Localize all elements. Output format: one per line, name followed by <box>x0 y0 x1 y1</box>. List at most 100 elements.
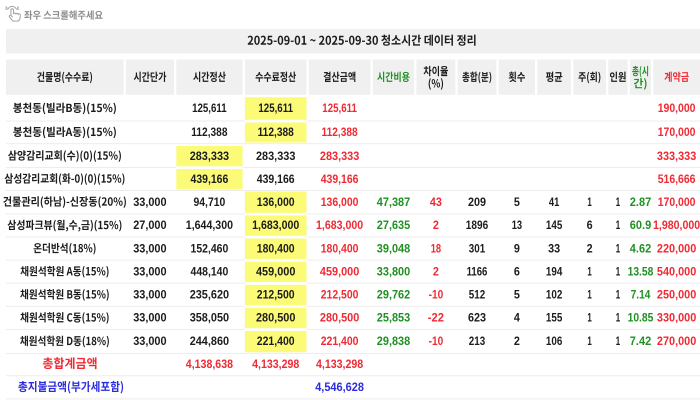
svg-text:27,000: 27,000 <box>133 219 166 232</box>
svg-text:2: 2 <box>587 242 593 255</box>
svg-text:9: 9 <box>514 242 521 255</box>
svg-text:112,388: 112,388 <box>322 126 359 139</box>
svg-text:180,400: 180,400 <box>257 242 295 255</box>
svg-text:5: 5 <box>514 289 521 302</box>
svg-text:250,000: 250,000 <box>657 289 696 302</box>
svg-text:2: 2 <box>433 265 439 278</box>
svg-text:7.14: 7.14 <box>631 289 651 302</box>
svg-text:7.42: 7.42 <box>630 335 651 348</box>
svg-text:2.87: 2.87 <box>630 196 651 209</box>
svg-text:27,635: 27,635 <box>377 219 411 232</box>
svg-text:1: 1 <box>616 289 621 302</box>
svg-text:102: 102 <box>546 289 562 302</box>
svg-text:439,166: 439,166 <box>321 173 359 186</box>
svg-text:220,000: 220,000 <box>657 242 696 255</box>
svg-text:459,000: 459,000 <box>320 265 359 278</box>
svg-text:136,000: 136,000 <box>321 196 359 209</box>
svg-text:1,980,000: 1,980,000 <box>653 219 700 232</box>
svg-text:33,000: 33,000 <box>133 242 166 255</box>
svg-text:5: 5 <box>514 196 521 209</box>
svg-text:194: 194 <box>546 265 563 278</box>
svg-text:10.85: 10.85 <box>628 312 654 325</box>
svg-text:512: 512 <box>469 289 485 302</box>
svg-text:4: 4 <box>514 312 521 325</box>
svg-text:145: 145 <box>546 219 563 232</box>
svg-text:33: 33 <box>548 242 561 255</box>
svg-text:280,500: 280,500 <box>256 312 295 325</box>
svg-text:209: 209 <box>468 196 487 209</box>
svg-text:270,000: 270,000 <box>657 335 696 348</box>
svg-text:459,000: 459,000 <box>256 265 295 278</box>
svg-text:221,400: 221,400 <box>321 335 359 348</box>
svg-text:152,460: 152,460 <box>191 242 229 255</box>
svg-text:1,683,000: 1,683,000 <box>316 219 363 232</box>
svg-text:1: 1 <box>616 196 621 209</box>
svg-text:180,400: 180,400 <box>321 242 359 255</box>
svg-text:1,644,300: 1,644,300 <box>186 219 233 232</box>
svg-text:125,611: 125,611 <box>258 102 293 115</box>
svg-text:-10: -10 <box>429 335 444 348</box>
svg-text:439,166: 439,166 <box>191 173 229 186</box>
svg-text:155: 155 <box>546 312 563 325</box>
svg-text:18: 18 <box>431 242 442 255</box>
svg-text:33,000: 33,000 <box>133 312 166 325</box>
svg-text:33,000: 33,000 <box>133 289 166 302</box>
svg-text:47,387: 47,387 <box>377 196 410 209</box>
svg-text:25,853: 25,853 <box>377 312 411 325</box>
svg-text:29,762: 29,762 <box>377 289 410 302</box>
svg-text:358,050: 358,050 <box>190 312 229 325</box>
svg-text:6: 6 <box>514 265 521 278</box>
svg-text:1: 1 <box>587 196 592 209</box>
svg-text:4,546,628: 4,546,628 <box>315 381 364 394</box>
svg-text:1: 1 <box>616 312 621 325</box>
svg-text:33,000: 33,000 <box>133 335 166 348</box>
svg-text:330,000: 330,000 <box>657 312 696 325</box>
svg-text:41: 41 <box>549 196 560 209</box>
svg-text:170,000: 170,000 <box>658 126 696 139</box>
svg-text:439,166: 439,166 <box>257 173 295 186</box>
svg-text:33,000: 33,000 <box>133 265 166 278</box>
svg-text:540,000: 540,000 <box>657 265 696 278</box>
svg-text:516,666: 516,666 <box>658 173 696 186</box>
svg-text:13.58: 13.58 <box>628 265 654 278</box>
svg-text:2: 2 <box>433 219 439 232</box>
svg-text:106: 106 <box>546 335 563 348</box>
svg-text:212,500: 212,500 <box>257 289 295 302</box>
svg-text:283,333: 283,333 <box>256 150 296 163</box>
svg-text:60.9: 60.9 <box>630 219 652 232</box>
svg-text:1: 1 <box>587 312 592 325</box>
svg-text:1: 1 <box>587 335 592 348</box>
svg-text:4,133,298: 4,133,298 <box>316 358 364 371</box>
svg-text:623: 623 <box>468 312 487 325</box>
svg-text:1: 1 <box>616 242 621 255</box>
svg-text:280,500: 280,500 <box>320 312 359 325</box>
svg-text:4.62: 4.62 <box>630 242 651 255</box>
svg-text:301: 301 <box>469 242 486 255</box>
svg-text:6: 6 <box>587 219 594 232</box>
svg-text:136,000: 136,000 <box>257 196 295 209</box>
svg-text:112,388: 112,388 <box>191 126 228 139</box>
svg-text:125,611: 125,611 <box>192 102 227 115</box>
svg-text:213: 213 <box>469 335 486 348</box>
svg-text:333,333: 333,333 <box>657 150 697 163</box>
svg-text:235,620: 235,620 <box>190 289 229 302</box>
svg-text:4,138,638: 4,138,638 <box>186 358 234 371</box>
svg-text:1,683,000: 1,683,000 <box>252 219 299 232</box>
svg-text:1166: 1166 <box>467 265 488 278</box>
svg-text:29,838: 29,838 <box>377 335 411 348</box>
svg-text:4,133,298: 4,133,298 <box>252 358 300 371</box>
svg-text:43: 43 <box>430 196 443 209</box>
svg-text:112,388: 112,388 <box>258 126 295 139</box>
svg-text:1: 1 <box>616 335 621 348</box>
svg-text:283,333: 283,333 <box>190 150 230 163</box>
svg-text:-10: -10 <box>429 289 444 302</box>
svg-text:2: 2 <box>514 335 520 348</box>
svg-text:448,140: 448,140 <box>191 265 229 278</box>
svg-text:1: 1 <box>587 265 592 278</box>
svg-text:1896: 1896 <box>466 219 489 232</box>
svg-text:244,860: 244,860 <box>190 335 229 348</box>
svg-text:1: 1 <box>587 289 592 302</box>
svg-text:94,710: 94,710 <box>194 196 226 209</box>
svg-text:283,333: 283,333 <box>320 150 360 163</box>
svg-text:33,800: 33,800 <box>377 265 410 278</box>
